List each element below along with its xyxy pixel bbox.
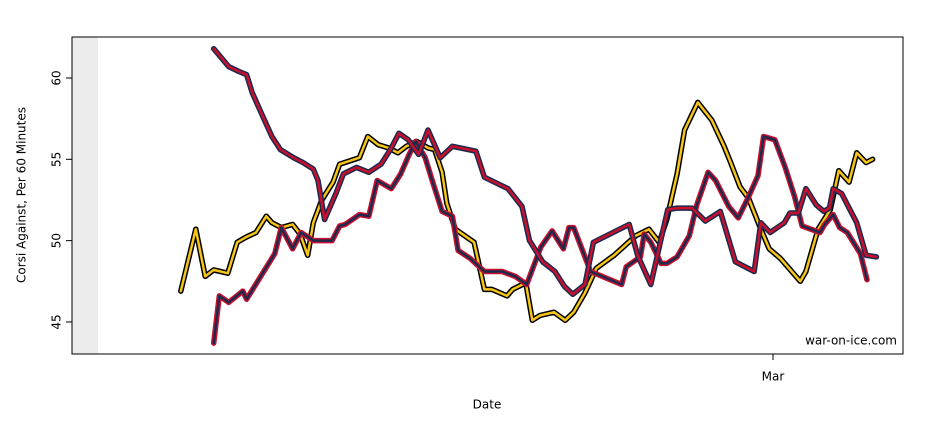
shaded-region xyxy=(72,37,98,354)
x-axis-label: Date xyxy=(473,398,502,412)
watermark: war-on-ice.com xyxy=(805,334,897,348)
y-tick-label: 50 xyxy=(50,233,64,248)
series-line xyxy=(212,135,869,345)
series-line xyxy=(179,101,874,322)
plot-frame xyxy=(71,36,904,355)
x-tick-label: Mar xyxy=(762,370,785,384)
y-tick-label: 55 xyxy=(50,152,64,167)
y-axis-label: Corsi Against, Per 60 Minutes xyxy=(15,107,29,283)
series-line xyxy=(212,47,878,296)
y-tick-label: 60 xyxy=(50,70,64,85)
y-tick-label: 45 xyxy=(50,314,64,329)
